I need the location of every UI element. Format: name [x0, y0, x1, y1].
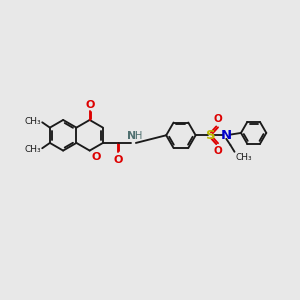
Text: CH₃: CH₃: [24, 145, 41, 154]
Text: O: O: [114, 155, 123, 165]
Text: H: H: [135, 131, 142, 142]
Text: N: N: [127, 131, 136, 142]
Text: S: S: [206, 129, 216, 142]
Text: CH₃: CH₃: [236, 153, 252, 162]
Text: O: O: [214, 114, 222, 124]
Text: O: O: [85, 100, 95, 110]
Text: N: N: [221, 129, 232, 142]
Text: O: O: [91, 152, 101, 162]
Text: CH₃: CH₃: [24, 117, 41, 126]
Text: O: O: [214, 146, 222, 157]
